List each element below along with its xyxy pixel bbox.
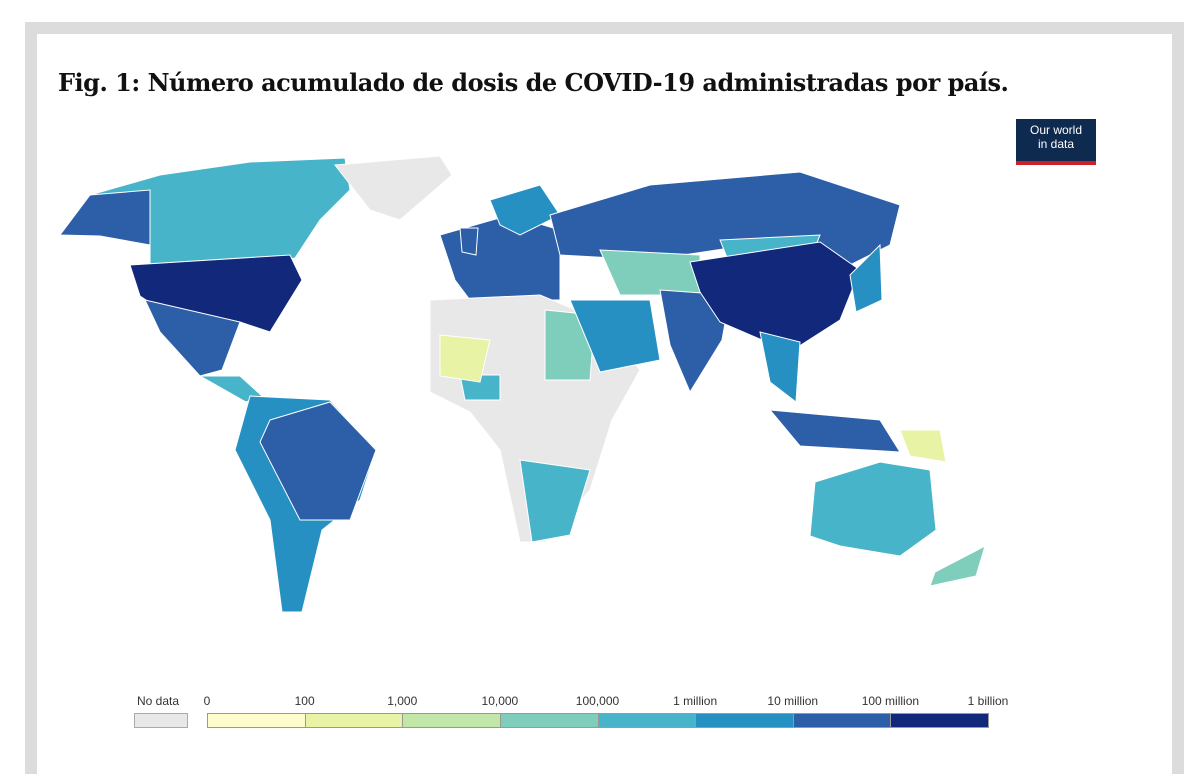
region-china[interactable] (689, 241, 861, 353)
region-indonesia[interactable] (768, 409, 901, 453)
region-new-zealand[interactable] (929, 545, 986, 587)
region-japan[interactable] (849, 243, 883, 313)
region-brazil[interactable] (259, 401, 377, 521)
region-greenland[interactable] (334, 155, 453, 221)
region-mali[interactable] (439, 334, 491, 383)
logo-line1: Our world (1029, 123, 1082, 137)
owid-logo: Our world in data (1016, 119, 1096, 165)
region-alaska[interactable] (59, 189, 151, 246)
region-europe[interactable] (439, 214, 561, 301)
region-southeast-asia[interactable] (759, 331, 801, 403)
region-canada[interactable] (88, 157, 351, 267)
world-map (59, 155, 986, 613)
region-papua-new-guinea[interactable] (899, 429, 947, 463)
region-australia[interactable] (809, 461, 937, 557)
region-southern-africa[interactable] (519, 459, 591, 543)
region-central-asia[interactable] (599, 249, 701, 296)
region-scandinavia[interactable] (489, 184, 561, 236)
region-central-america[interactable] (198, 375, 263, 403)
region-mexico[interactable] (144, 299, 241, 377)
region-nigeria[interactable] (459, 374, 501, 401)
region-uk[interactable] (459, 227, 479, 256)
logo-line2: in data (1037, 137, 1075, 151)
region-middle-east[interactable] (569, 299, 661, 373)
figure-title: Fig. 1: Número acumulado de dosis de COV… (58, 68, 1009, 97)
